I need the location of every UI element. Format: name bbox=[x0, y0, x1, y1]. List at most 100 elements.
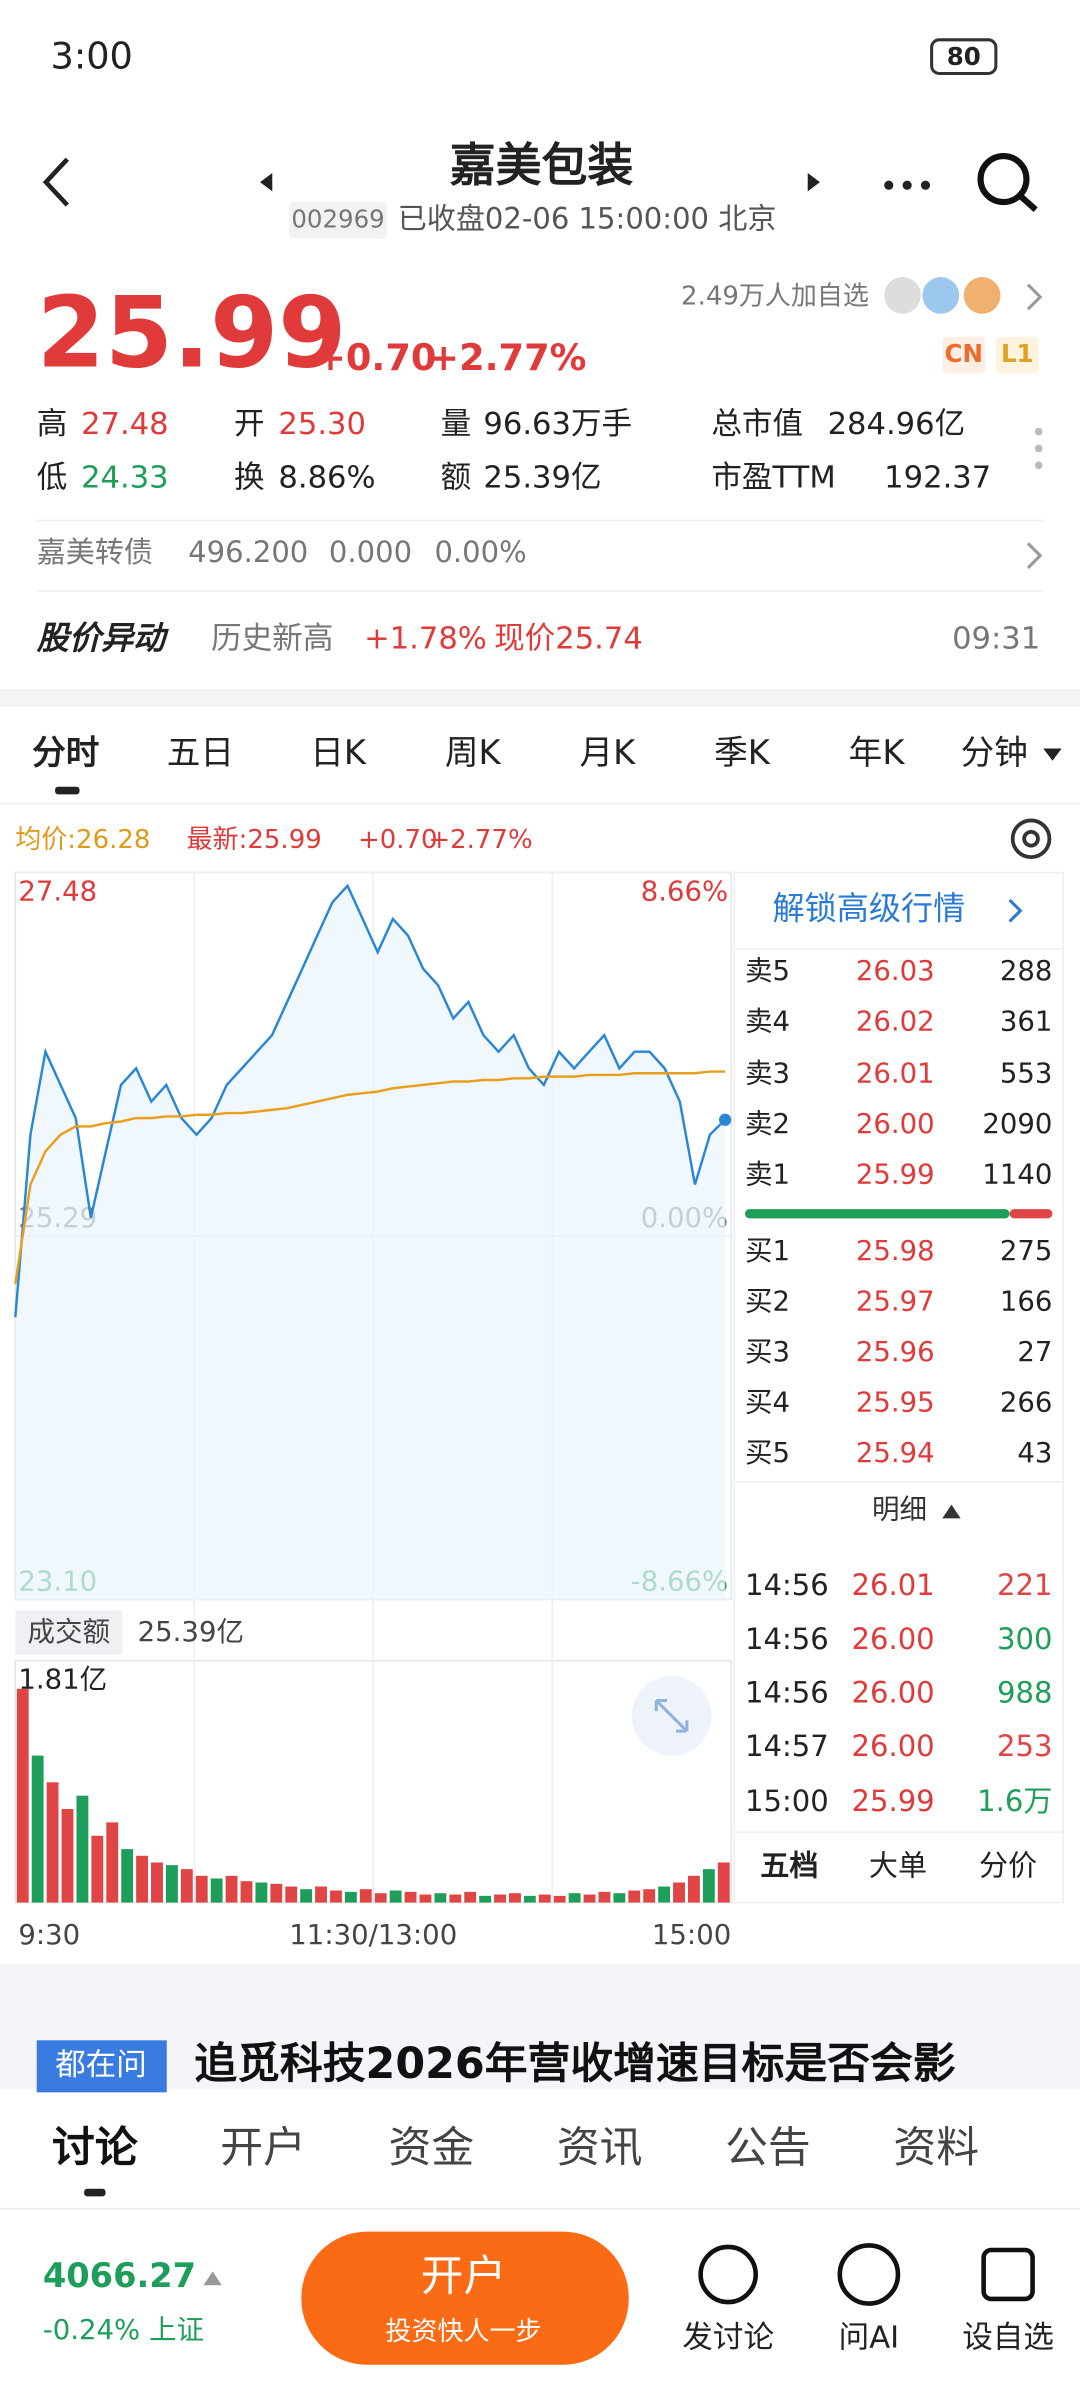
volume-bar bbox=[106, 1822, 119, 1903]
chevron[interactable] bbox=[1008, 898, 1023, 923]
bond-name: 嘉美转债 bbox=[37, 535, 153, 569]
stat-value: 27.48 bbox=[81, 407, 169, 442]
sort-arrow bbox=[942, 1504, 961, 1519]
more-button[interactable] bbox=[884, 180, 931, 190]
volume-bar bbox=[225, 1875, 238, 1903]
volume-bar bbox=[240, 1881, 253, 1903]
book-price: 26.03 bbox=[856, 955, 935, 987]
expand-icon bbox=[654, 1698, 689, 1733]
bottom-tab[interactable]: 资讯 bbox=[557, 2123, 643, 2173]
bottom-tab[interactable]: 公告 bbox=[725, 2123, 811, 2173]
news-headline[interactable]: 追觅科技2026年营收增速目标是否会影 bbox=[194, 2039, 956, 2089]
chart-tab[interactable]: 年K bbox=[849, 733, 906, 772]
index-value: 4066.27 bbox=[43, 2256, 196, 2295]
dropdown[interactable] bbox=[1043, 748, 1062, 761]
volume-tag bbox=[15, 1610, 123, 1655]
code-bg bbox=[289, 202, 388, 239]
detail-tab[interactable]: 大单 bbox=[869, 1848, 927, 1882]
book-price: 25.97 bbox=[856, 1286, 935, 1318]
book-price: 26.00 bbox=[856, 1108, 935, 1140]
volume-bar bbox=[31, 1755, 44, 1903]
chart-tab[interactable]: 分时 bbox=[32, 733, 99, 772]
news-tag: 都在问 bbox=[55, 2048, 147, 2083]
badge-bg bbox=[995, 336, 1039, 374]
bottom-tab[interactable]: 资金 bbox=[389, 2123, 475, 2173]
badge: L1 bbox=[1001, 339, 1034, 368]
volume-bar bbox=[494, 1894, 506, 1903]
book-price: 25.94 bbox=[856, 1437, 935, 1469]
action-label[interactable]: 设自选 bbox=[962, 2320, 1054, 2355]
stat-label: 低 bbox=[37, 461, 68, 496]
book-vol: 288 bbox=[1000, 955, 1053, 987]
back-button[interactable] bbox=[42, 157, 69, 207]
chart-tab[interactable]: 月K bbox=[579, 733, 636, 772]
chart-tab[interactable]: 五日 bbox=[167, 733, 234, 772]
volume-bar bbox=[270, 1883, 283, 1903]
volume-bar bbox=[449, 1894, 462, 1903]
volume-label: 成交额 bbox=[28, 1616, 111, 1648]
volume-bar bbox=[300, 1889, 313, 1903]
trade-time: 15:00 bbox=[745, 1784, 829, 1818]
book-price: 25.98 bbox=[856, 1235, 935, 1267]
x-tick-label: 15:00 bbox=[652, 1919, 731, 1951]
book-vol: 2090 bbox=[982, 1108, 1052, 1140]
stat-value: 24.33 bbox=[81, 461, 169, 496]
chart-tab[interactable]: 季K bbox=[714, 733, 771, 772]
open-account-button[interactable] bbox=[301, 2231, 629, 2365]
bottom-tab[interactable]: 讨论 bbox=[52, 2123, 139, 2173]
trade-time: 14:56 bbox=[745, 1622, 829, 1656]
chart-tab[interactable]: 日K bbox=[310, 733, 367, 772]
settings-button[interactable] bbox=[1010, 818, 1052, 860]
book-vol: 1140 bbox=[982, 1159, 1052, 1191]
chevron[interactable] bbox=[1026, 283, 1043, 311]
alert-label: 股价异动 bbox=[36, 619, 169, 657]
stat-label: 量 bbox=[441, 407, 472, 442]
detail-tab[interactable]: 五档 bbox=[760, 1848, 818, 1882]
trade-vol: 988 bbox=[997, 1675, 1052, 1709]
search-button[interactable] bbox=[977, 153, 1038, 212]
depth-bar-buy bbox=[744, 1209, 1010, 1219]
trade-price: 25.99 bbox=[851, 1784, 934, 1818]
battery bbox=[930, 38, 998, 75]
bottom-tab[interactable]: 开户 bbox=[220, 2123, 306, 2173]
volume-bar bbox=[344, 1891, 357, 1903]
action-label[interactable]: 发讨论 bbox=[682, 2320, 774, 2355]
chevron[interactable] bbox=[1026, 542, 1043, 569]
volume-bar bbox=[359, 1889, 372, 1903]
legend-avg: 均价:26.28 bbox=[15, 825, 150, 855]
action-label[interactable]: 问AI bbox=[839, 2320, 900, 2355]
last-point bbox=[718, 1113, 732, 1126]
prev-stock[interactable] bbox=[260, 172, 273, 192]
tab-indicator bbox=[84, 2188, 106, 2197]
chart-tab[interactable]: 周K bbox=[445, 733, 502, 772]
unlock-link[interactable]: 解锁高级行情 bbox=[773, 890, 966, 928]
volume-bar bbox=[673, 1882, 685, 1903]
volume-bar bbox=[389, 1890, 402, 1903]
volume-bar bbox=[643, 1889, 656, 1903]
legend-pct: +2.77% bbox=[428, 825, 532, 855]
trade-price: 26.00 bbox=[851, 1729, 934, 1763]
clock: 3:00 bbox=[50, 35, 132, 78]
trade-price: 26.01 bbox=[851, 1568, 934, 1602]
trade-vol: 221 bbox=[997, 1568, 1052, 1602]
alert-price: 现价25.74 bbox=[494, 621, 643, 656]
news-tag-bg bbox=[36, 2040, 167, 2093]
detail-tab[interactable]: 分价 bbox=[979, 1848, 1037, 1882]
next-stock[interactable] bbox=[807, 172, 820, 192]
avatar bbox=[884, 277, 921, 314]
tab-indicator bbox=[55, 786, 80, 795]
more-stats[interactable] bbox=[1034, 427, 1043, 470]
bottom-tab[interactable]: 资料 bbox=[893, 2123, 979, 2173]
volume-bar bbox=[434, 1893, 447, 1903]
volume-bar bbox=[91, 1835, 104, 1903]
y2-tick-label: 8.66% bbox=[641, 875, 728, 907]
stat-label: 换 bbox=[234, 461, 265, 496]
badge-bg bbox=[942, 336, 986, 374]
volume-bar bbox=[16, 1688, 29, 1903]
volume-bar bbox=[658, 1886, 671, 1903]
chart-tab[interactable]: 分钟 bbox=[961, 733, 1028, 772]
volume-bar bbox=[717, 1862, 730, 1903]
book-price: 25.96 bbox=[856, 1336, 935, 1368]
